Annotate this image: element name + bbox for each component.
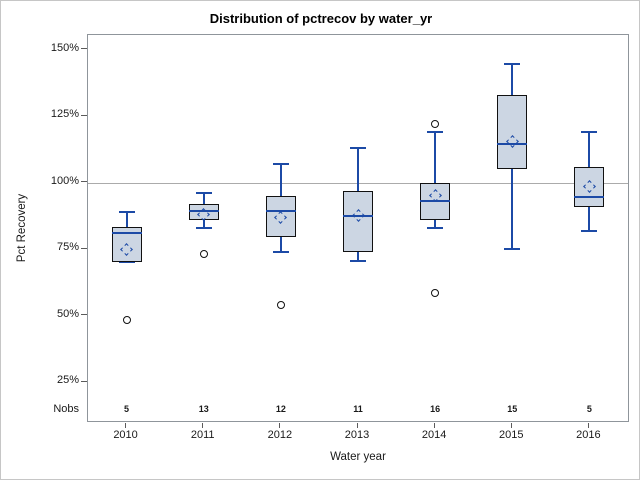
whisker-cap-upper-2012	[272, 163, 289, 166]
nobs-value-2013: 11	[353, 404, 363, 414]
nobs-value-2011: 13	[198, 404, 209, 414]
x-tick-label-2016: 2016	[576, 429, 601, 441]
whisker-upper-2016	[588, 132, 591, 167]
x-tick-mark-2011	[202, 423, 204, 428]
y-axis-label: Pct Recovery	[16, 193, 28, 263]
whisker-cap-upper-2016	[581, 131, 598, 134]
x-tick-label-2010: 2010	[113, 429, 138, 441]
y-tick-mark-25	[81, 380, 87, 382]
median-line-2012	[265, 209, 296, 212]
y-tick-mark-75	[81, 247, 87, 249]
whisker-cap-upper-2014	[427, 131, 444, 134]
x-tick-mark-2015	[510, 423, 512, 428]
whisker-upper-2014	[434, 132, 437, 183]
whisker-lower-2012	[279, 237, 282, 252]
nobs-value-2010: 5	[124, 404, 130, 414]
x-tick-mark-2013	[356, 423, 358, 428]
whisker-cap-upper-2015	[504, 63, 521, 66]
median-line-2016	[574, 196, 605, 199]
y-tick-label-125: 125%	[50, 108, 79, 121]
whisker-lower-2015	[511, 169, 514, 250]
box-2013	[343, 190, 373, 252]
whisker-cap-upper-2011	[195, 192, 212, 195]
y-tick-label-50: 50%	[56, 307, 79, 320]
x-tick-label-2011: 2011	[190, 429, 215, 441]
outlier-2014	[431, 120, 440, 129]
box-2012	[265, 195, 296, 238]
median-line-2011	[188, 209, 219, 212]
nobs-value-2014: 16	[430, 404, 441, 414]
y-tick-mark-100	[81, 181, 87, 183]
box-2016	[574, 166, 605, 207]
y-tick-label-150: 150%	[50, 41, 79, 54]
x-tick-label-2015: 2015	[499, 429, 524, 441]
y-tick-mark-50	[81, 314, 87, 316]
median-line-2013	[343, 214, 373, 217]
whisker-upper-2011	[202, 193, 205, 204]
box-2015	[497, 94, 528, 170]
y-tick-label-75: 75%	[56, 241, 79, 254]
whisker-cap-lower-2014	[427, 226, 444, 229]
box-2011	[188, 203, 219, 220]
plot-area: 5 13 12 11 16 15 5	[87, 34, 629, 422]
x-tick-mark-2012	[279, 423, 281, 428]
whisker-cap-lower-2010	[118, 261, 135, 264]
outlier-2011	[199, 250, 208, 259]
whisker-upper-2010	[125, 211, 128, 227]
median-line-2015	[497, 143, 528, 146]
outlier-2014	[431, 289, 440, 298]
x-tick-label-2014: 2014	[421, 429, 447, 441]
whisker-cap-lower-2016	[581, 229, 598, 232]
whisker-cap-upper-2010	[118, 210, 135, 213]
x-tick-mark-2014	[433, 423, 435, 428]
y-tick-mark-125	[81, 114, 87, 116]
whisker-cap-lower-2012	[272, 250, 289, 253]
whisker-upper-2015	[511, 64, 514, 95]
x-tick-mark-2010	[125, 423, 127, 428]
nobs-row-label: Nobs	[53, 403, 79, 415]
outlier-2010	[122, 315, 131, 324]
x-tick-mark-2016	[587, 423, 589, 428]
whisker-upper-2013	[357, 148, 359, 191]
whisker-cap-lower-2011	[195, 226, 212, 229]
x-tick-label-2013: 2013	[344, 429, 370, 441]
nobs-value-2016: 5	[586, 404, 592, 414]
y-tick-label-100: 100%	[50, 174, 79, 187]
whisker-lower-2013	[357, 251, 359, 262]
nobs-value-2015: 15	[507, 404, 518, 414]
whisker-cap-lower-2013	[350, 260, 366, 263]
whisker-cap-lower-2015	[504, 248, 521, 251]
y-tick-mark-150	[81, 48, 87, 50]
outlier-2012	[276, 301, 285, 309]
y-tick-label-25: 25%	[56, 374, 79, 387]
median-line-2014	[420, 200, 451, 203]
whisker-lower-2016	[588, 206, 591, 231]
whisker-lower-2014	[434, 219, 437, 228]
whisker-cap-upper-2013	[350, 147, 366, 150]
x-tick-label-2012: 2012	[267, 429, 293, 441]
nobs-value-2012: 12	[275, 404, 286, 414]
median-line-2010	[111, 232, 142, 235]
whisker-lower-2011	[202, 219, 205, 228]
chart-title: Distribution of pctrecov by water_yr	[209, 11, 433, 26]
whisker-upper-2012	[279, 164, 282, 196]
x-axis-label: Water year	[330, 451, 386, 463]
